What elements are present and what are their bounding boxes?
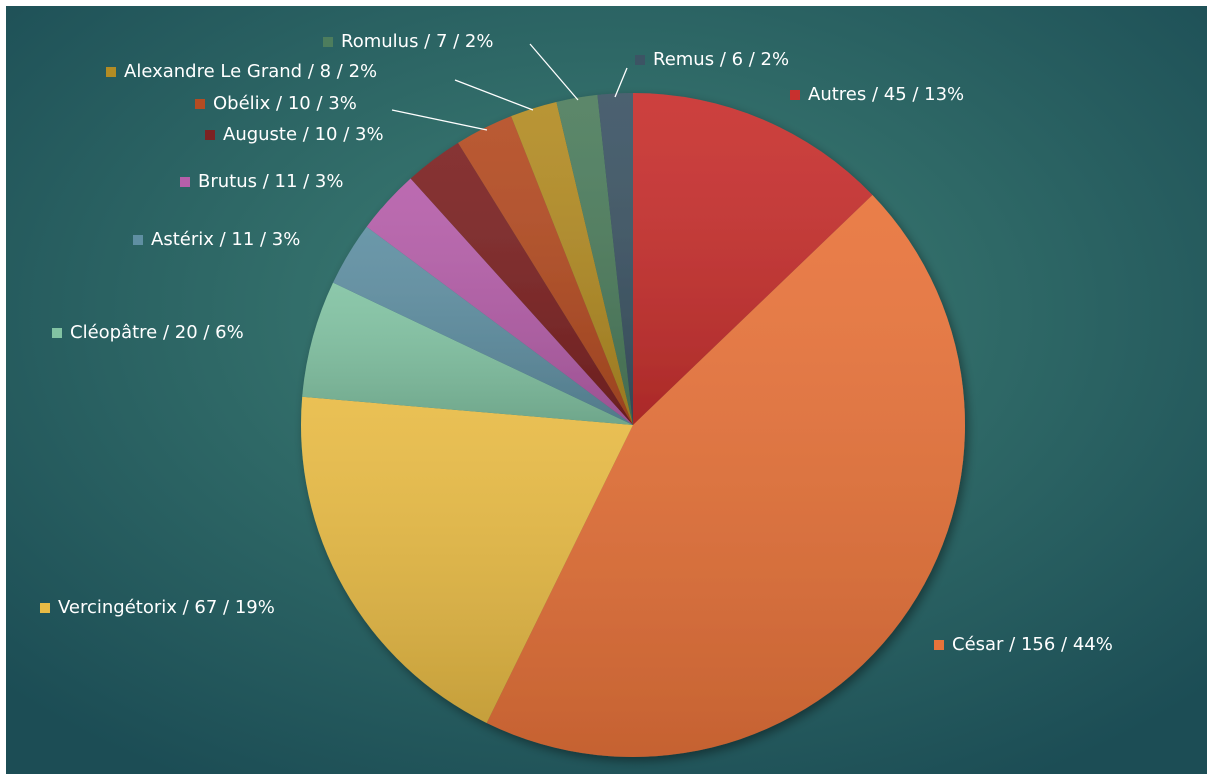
slice-shade [410,142,633,426]
leader-line [454,79,534,111]
slice-shade [597,93,633,425]
data-label: Autres / 45 / 13% [808,84,964,105]
legend-swatch [180,177,190,187]
slice-shade [366,178,633,425]
data-label: César / 156 / 44% [952,634,1113,655]
slice-shade [511,101,633,426]
pie [301,93,965,758]
data-label: Romulus / 7 / 2% [341,31,493,52]
data-label: Cléopâtre / 20 / 6% [70,322,244,343]
data-label: Astérix / 11 / 3% [151,229,300,250]
legend-swatch [323,37,333,47]
legend-swatch [205,130,215,140]
data-label: Brutus / 11 / 3% [198,171,343,192]
legend-swatch [40,603,50,613]
legend-swatch [52,328,62,338]
slice-shade [556,94,633,426]
legend-swatch [195,99,205,109]
data-label: Obélix / 10 / 3% [213,93,357,114]
slice-shade [301,396,633,724]
slice-shade [302,282,633,425]
slice-shade [333,226,633,425]
leader-line [614,67,628,98]
legend-swatch [133,235,143,245]
leader-line [529,43,579,101]
data-label: Alexandre Le Grand / 8 / 2% [124,61,377,82]
slice-shade [633,93,873,425]
data-label: Auguste / 10 / 3% [223,124,384,145]
data-label: Remus / 6 / 2% [653,49,789,70]
legend-swatch [934,640,944,650]
legend-swatch [635,55,645,65]
data-label: Vercingétorix / 67 / 19% [58,597,275,618]
legend-swatch [790,90,800,100]
labels: Autres / 45 / 13% César / 156 / 44% Vercin… [40,31,1113,655]
slice-shade [458,116,633,426]
slice-shade [486,195,965,758]
leader-line [391,109,488,131]
legend-swatch [106,67,116,77]
